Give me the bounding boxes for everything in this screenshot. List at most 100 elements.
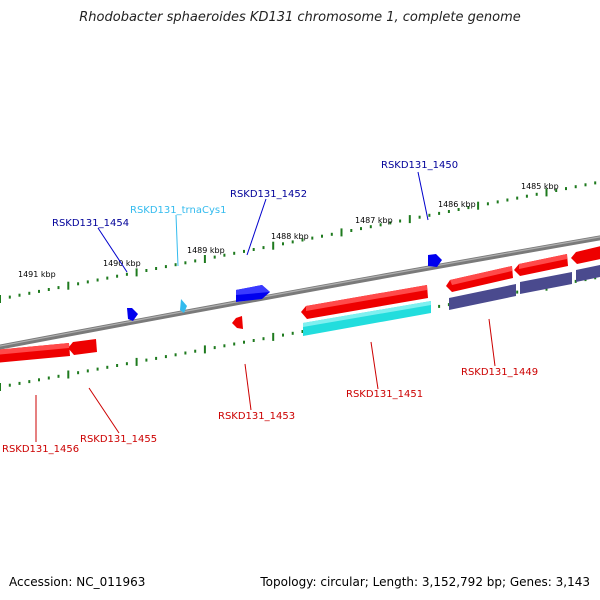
feature-slate-1449-b[interactable] <box>520 272 572 294</box>
gene-arrow-1451-shade <box>306 285 427 311</box>
outer-ring-tick <box>145 269 148 272</box>
gene-label-trnaCys1[interactable]: RSKD131_trnaCys1 <box>130 205 226 216</box>
gene-label-1452[interactable]: RSKD131_1452 <box>230 189 307 200</box>
outer-ring-tick <box>86 280 89 284</box>
gene-arrow-1449-c[interactable] <box>571 245 600 264</box>
outer-ring-tick <box>203 255 206 263</box>
inner-ring-tick <box>194 349 197 353</box>
inner-ring-tick <box>8 383 11 387</box>
outer-ring-tick <box>262 246 265 250</box>
outer-ring-tick <box>106 276 109 280</box>
inner-ring-tick <box>233 342 236 346</box>
outer-ring-tick <box>223 253 226 257</box>
inner-ring-tick <box>516 290 519 294</box>
gene-arrow-1450[interactable] <box>428 254 442 267</box>
label-connectors <box>35 171 496 442</box>
inner-ring-tick <box>301 330 304 333</box>
outer-ring-tick <box>418 215 421 219</box>
inner-ring-tick <box>272 332 275 341</box>
outer-ring-tick <box>282 242 284 246</box>
outer-ring-tick <box>67 281 70 290</box>
inner-ring-tick <box>28 380 31 384</box>
outer-ring-tick <box>184 261 187 265</box>
outer-ring-tick <box>496 200 499 204</box>
inner-ring-tick <box>574 279 577 283</box>
gene-arrow-1456-shade <box>0 343 69 355</box>
gene-arrow-1455[interactable] <box>68 339 97 355</box>
inner-ring-tick <box>18 381 21 385</box>
kbp-tick-marks <box>0 181 597 391</box>
outer-ring-tick <box>408 215 411 224</box>
outer-ring-tick <box>535 192 538 196</box>
outer-ring-tick <box>360 227 362 231</box>
kbp-label-1487: 1487 kbp <box>355 216 393 225</box>
gene-arrow-1452-shade <box>236 285 270 295</box>
outer-ring-tick <box>330 232 333 236</box>
inner-ring-tick <box>67 370 70 379</box>
inner-ring-tick <box>0 383 1 391</box>
inner-ring-tick <box>145 358 148 362</box>
inner-ring-tick <box>223 344 226 348</box>
accession-text: Accession: NC_011963 <box>9 575 146 589</box>
connector-1453 <box>244 363 252 411</box>
feature-tracks <box>303 264 600 336</box>
gene-arrow-1453[interactable] <box>232 316 243 329</box>
inner-ring-tick <box>125 362 128 366</box>
outer-ring-tick <box>291 240 294 244</box>
outer-ring-tick <box>272 241 275 250</box>
gene-label-1453[interactable]: RSKD131_1453 <box>218 411 295 422</box>
connector-1450 <box>417 171 429 221</box>
outer-ring-tick <box>135 268 138 277</box>
inner-ring-tick <box>116 364 119 367</box>
inner-ring-tick <box>282 333 284 337</box>
connector-1454 <box>97 227 128 273</box>
outer-ring-tick <box>369 225 372 229</box>
inner-ring-tick <box>106 365 109 369</box>
gene-label-1450[interactable]: RSKD131_1450 <box>381 160 458 171</box>
outer-ring-tick <box>77 282 80 286</box>
outer-ring-tick <box>116 274 119 278</box>
outer-ring-tick <box>311 236 314 240</box>
gene-arrow-1454[interactable] <box>127 308 138 321</box>
genome-backbone-highlight <box>0 236 600 347</box>
outer-ring-tick <box>8 295 11 299</box>
outer-ring-tick <box>340 228 343 237</box>
inner-ring-tick <box>213 346 216 350</box>
connector-1449 <box>488 318 496 367</box>
gene-label-1451[interactable]: RSKD131_1451 <box>346 389 423 400</box>
outer-ring-tick <box>47 288 50 291</box>
outer-ring-tick <box>194 259 197 263</box>
inner-ring-tick <box>203 345 206 354</box>
map-title: Rhodobacter sphaeroides KD131 chromosome… <box>79 10 521 25</box>
inner-ring-tick <box>438 304 441 308</box>
outer-ring-tick <box>233 251 236 255</box>
outer-ring-tick <box>486 202 489 206</box>
inner-ring-tick <box>184 351 187 355</box>
kbp-label-1486: 1486 kbp <box>438 200 476 209</box>
outer-ring-tick <box>467 206 470 210</box>
outer-ring-tick <box>213 255 216 259</box>
connector-trnaCys1 <box>175 214 179 267</box>
gene-label-1454[interactable]: RSKD131_1454 <box>52 218 129 229</box>
trna-arrow-trnaCys1[interactable] <box>180 299 187 313</box>
genome-backbone <box>0 235 600 350</box>
outer-ring-tick <box>96 278 99 282</box>
connector-1451 <box>370 341 379 390</box>
outer-ring-tick <box>252 248 255 251</box>
feature-slate-1449-c[interactable] <box>576 264 600 282</box>
gene-label-1449[interactable]: RSKD131_1449 <box>461 367 538 378</box>
outer-ring-tick <box>545 188 548 197</box>
gene-arrow-1449-b-shade <box>519 254 567 269</box>
genome-summary-text: Topology: circular; Length: 3,152,792 bp… <box>260 575 590 589</box>
outer-ring-tick <box>428 213 431 217</box>
reverse-strand-genes <box>0 245 600 363</box>
outer-ring-tick <box>457 208 460 211</box>
forward-strand-genes <box>127 254 442 321</box>
gene-label-1455[interactable]: RSKD131_1455 <box>80 434 157 445</box>
outer-ring-tick <box>555 189 558 192</box>
outer-ring-tick <box>565 187 567 191</box>
inner-ring-tick <box>96 367 99 371</box>
feature-slate-1449-a[interactable] <box>449 284 516 310</box>
gene-label-1456[interactable]: RSKD131_1456 <box>2 444 79 455</box>
